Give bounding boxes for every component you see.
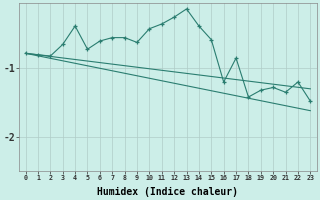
X-axis label: Humidex (Indice chaleur): Humidex (Indice chaleur)	[98, 186, 238, 197]
